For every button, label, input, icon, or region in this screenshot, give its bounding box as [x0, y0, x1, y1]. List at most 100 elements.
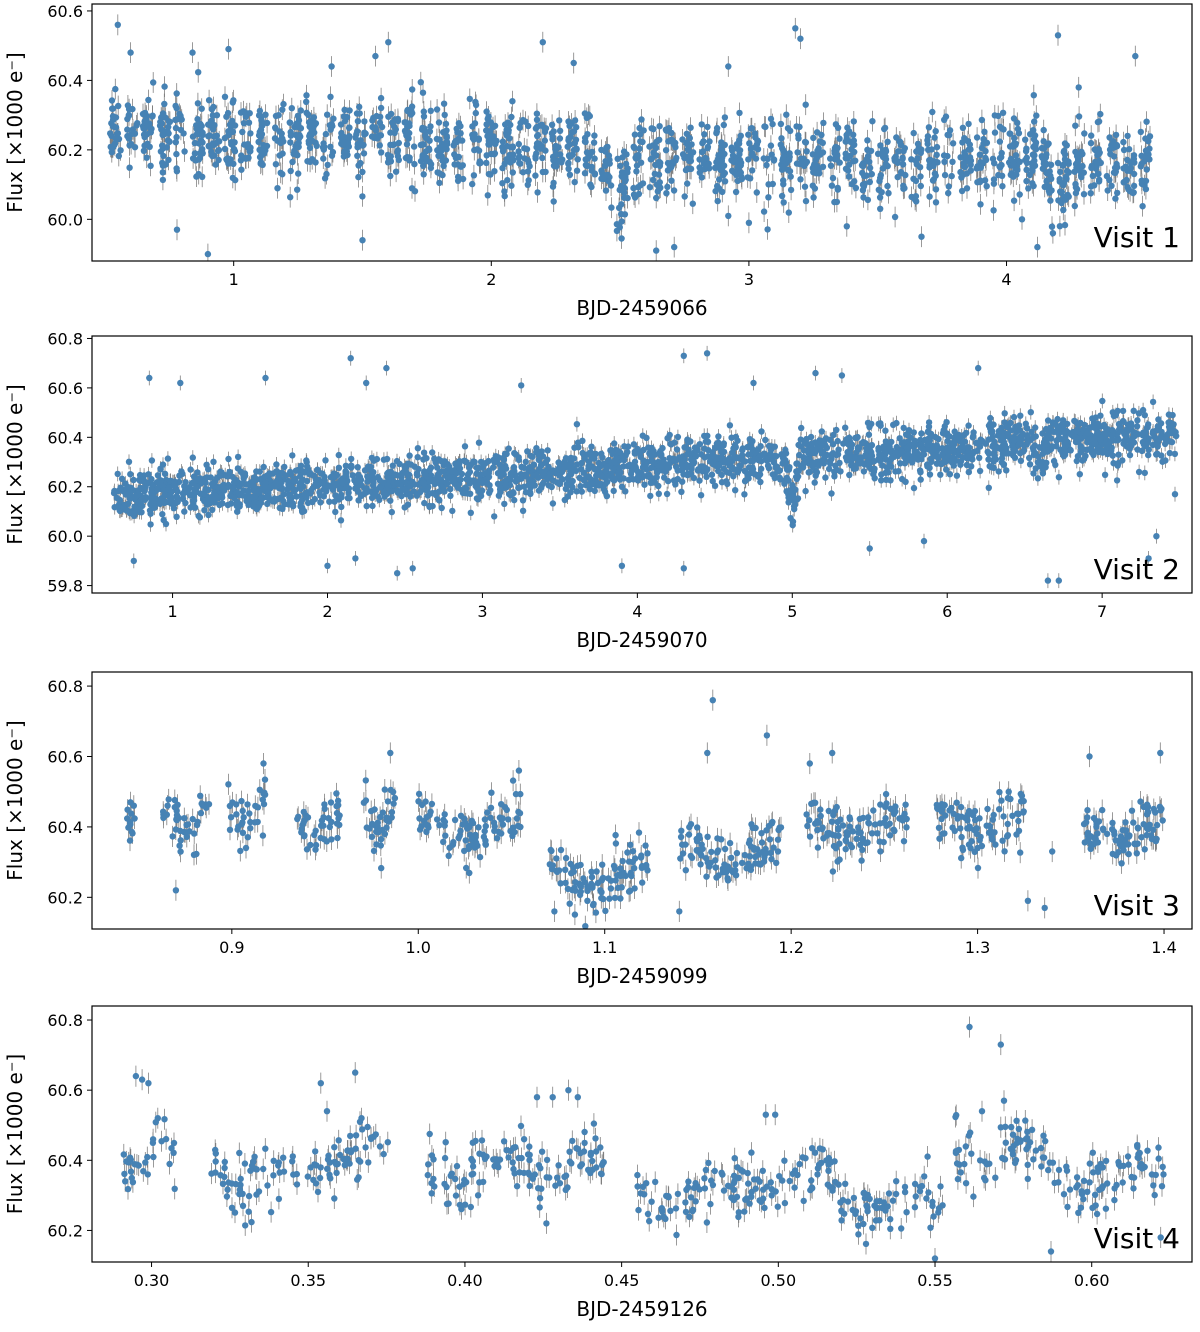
data-point [615, 204, 623, 212]
data-point [780, 177, 787, 184]
data-point [745, 156, 752, 163]
data-point [637, 159, 645, 166]
data-point [422, 132, 429, 139]
data-point [882, 155, 890, 163]
data-point [204, 250, 212, 258]
data-point [320, 155, 327, 162]
data-point [287, 167, 294, 175]
data-point [356, 103, 363, 111]
data-point [419, 126, 426, 133]
data-point [977, 177, 984, 184]
data-point [990, 207, 997, 214]
data-point [1010, 115, 1018, 122]
data-point [124, 126, 131, 133]
data-point [767, 142, 775, 149]
data-point [439, 157, 446, 164]
data-point [902, 171, 909, 179]
data-point [859, 181, 867, 188]
data-point [142, 117, 150, 124]
data-point [1137, 128, 1145, 136]
data-point [346, 107, 353, 114]
data-point [725, 63, 732, 70]
data-point [1092, 146, 1099, 154]
data-point [571, 178, 578, 186]
y-tick-label: 60.4 [47, 71, 83, 90]
data-point [1047, 161, 1055, 168]
data-point [945, 183, 952, 190]
data-point [624, 165, 631, 172]
data-point [360, 141, 367, 149]
data-point [585, 111, 592, 118]
data-point [770, 156, 778, 163]
data-point [165, 123, 172, 131]
data-point [778, 192, 786, 200]
data-point [636, 145, 643, 152]
data-point [981, 177, 989, 184]
data-point [809, 182, 816, 189]
data-point [159, 131, 166, 139]
data-point [387, 172, 394, 180]
data-point [242, 155, 250, 162]
data-point [1062, 173, 1070, 181]
data-point [655, 160, 662, 167]
data-point [1112, 195, 1119, 202]
data-point [718, 139, 725, 146]
data-point [417, 79, 424, 86]
data-point [686, 134, 693, 142]
data-point [706, 138, 713, 145]
data-point [832, 143, 839, 151]
data-point [646, 184, 654, 191]
data-point [745, 219, 753, 226]
data-point [637, 138, 644, 145]
data-point [744, 174, 751, 181]
data-point [829, 174, 837, 182]
data-point [487, 119, 495, 126]
data-point [229, 99, 236, 106]
data-point [361, 131, 368, 138]
data-point [114, 130, 121, 137]
data-point [149, 112, 156, 119]
data-point [297, 133, 304, 140]
data-point [143, 131, 151, 138]
data-point [263, 119, 271, 127]
data-point [884, 182, 891, 190]
data-point [881, 125, 888, 133]
data-point [501, 192, 508, 200]
data-point [700, 138, 707, 145]
data-point [274, 185, 281, 192]
data-point [404, 107, 411, 115]
data-point [374, 135, 381, 142]
data-point [878, 189, 885, 196]
data-point [294, 112, 302, 120]
axes-frame [91, 3, 1193, 262]
data-point [1075, 113, 1083, 120]
data-point [767, 115, 775, 123]
data-point [787, 127, 794, 135]
data-point [1112, 169, 1119, 177]
data-point [633, 152, 640, 160]
data-point [510, 151, 517, 158]
data-point [1000, 126, 1007, 133]
data-point [359, 237, 366, 244]
data-point [228, 141, 235, 148]
y-axis-label: Flux [×1000 e⁻] [3, 52, 27, 212]
data-point [714, 182, 721, 190]
data-point [341, 117, 349, 125]
data-point [621, 194, 628, 201]
data-point [746, 140, 753, 147]
data-point [500, 144, 507, 151]
data-point [976, 151, 984, 158]
data-point [783, 111, 790, 118]
data-point [916, 148, 923, 155]
data-point [996, 154, 1004, 162]
data-point [427, 164, 435, 172]
data-point [1094, 170, 1102, 178]
data-point [866, 164, 874, 172]
data-point [166, 138, 173, 145]
data-point [452, 154, 460, 162]
data-point [172, 124, 180, 132]
data-point [836, 159, 843, 166]
data-point [287, 128, 294, 136]
data-point [330, 115, 337, 122]
data-point [454, 161, 461, 168]
